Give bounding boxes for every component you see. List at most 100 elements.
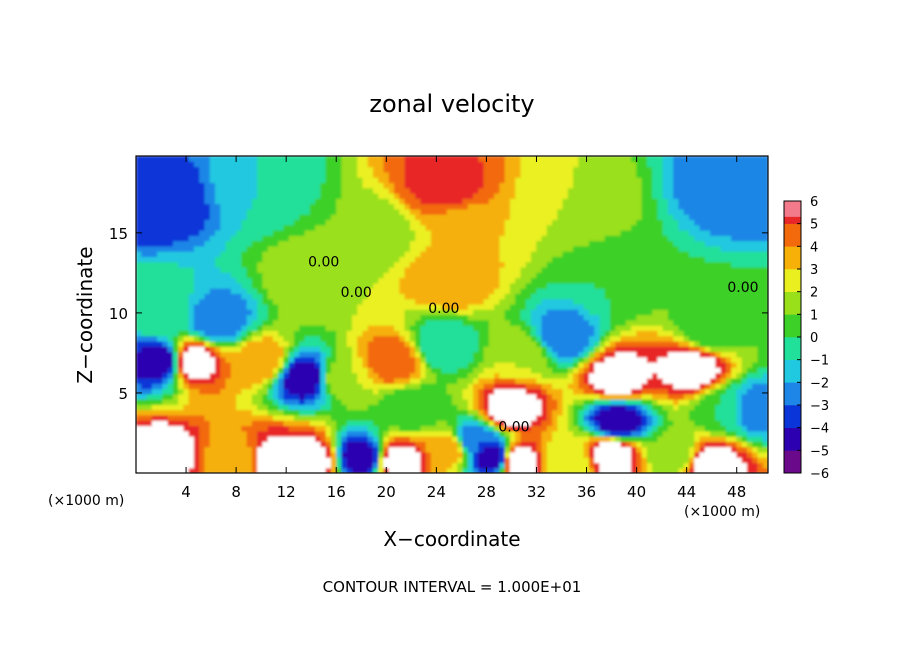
field-cell — [394, 293, 400, 300]
field-cell — [157, 330, 163, 337]
field-cell — [330, 335, 337, 342]
field-cell — [731, 303, 737, 310]
field-cell — [241, 346, 248, 353]
field-cell — [652, 266, 658, 273]
field-cell — [541, 266, 548, 273]
field-cell — [441, 430, 448, 437]
field-cell — [525, 388, 532, 395]
field-cell — [657, 288, 664, 294]
field-cell — [473, 335, 479, 342]
field-cell — [525, 467, 532, 473]
field-cell — [562, 457, 569, 464]
field-cell — [525, 314, 532, 321]
field-cell — [762, 293, 768, 300]
field-cell — [178, 303, 184, 310]
field-cell — [188, 446, 195, 453]
field-cell — [436, 346, 443, 353]
field-cell — [215, 288, 221, 294]
field-cell — [362, 441, 369, 448]
field-cell — [304, 462, 311, 469]
field-cell — [251, 367, 258, 374]
field-cell — [762, 383, 768, 390]
field-cell — [599, 414, 606, 421]
field-cell — [257, 282, 263, 289]
field-cell — [515, 430, 522, 437]
field-cell — [283, 436, 290, 442]
field-cell — [441, 436, 448, 442]
field-cell — [162, 282, 169, 289]
field-cell — [436, 314, 443, 321]
field-cell — [620, 277, 627, 284]
field-cell — [646, 377, 653, 384]
field-cell — [367, 293, 374, 300]
field-cell — [341, 451, 348, 458]
field-cell — [704, 388, 711, 395]
field-cell — [588, 393, 595, 400]
field-cell — [641, 351, 648, 358]
field-cell — [636, 319, 643, 326]
field-cell — [157, 451, 163, 458]
field-cell — [462, 399, 469, 405]
field-cell — [441, 383, 448, 390]
field-cell — [225, 356, 232, 363]
field-cell — [209, 303, 216, 310]
field-cell — [562, 282, 569, 289]
field-cell — [536, 319, 543, 326]
field-cell — [251, 251, 258, 257]
field-cell — [667, 409, 674, 416]
field-cell — [373, 414, 379, 421]
field-cell — [288, 457, 295, 464]
field-cell — [673, 425, 680, 432]
field-cell — [552, 340, 558, 347]
field-cell — [488, 372, 495, 379]
field-cell — [731, 457, 737, 464]
field-cell — [341, 446, 348, 453]
field-cell — [694, 399, 701, 405]
field-cell — [509, 404, 516, 411]
field-cell — [631, 446, 637, 453]
field-cell — [272, 362, 279, 368]
field-cell — [583, 414, 590, 421]
field-cell — [710, 309, 716, 316]
field-cell — [294, 457, 300, 464]
field-cell — [315, 288, 321, 294]
field-cell — [678, 319, 685, 326]
field-cell — [488, 309, 495, 316]
field-cell — [136, 377, 142, 384]
field-cell — [746, 282, 753, 289]
field-cell — [267, 335, 274, 342]
field-cell — [678, 467, 685, 473]
field-cell — [567, 446, 574, 453]
field-cell — [741, 319, 748, 326]
field-cell — [415, 388, 421, 395]
field-cell — [736, 351, 743, 358]
field-cell — [188, 399, 195, 405]
field-cell — [204, 399, 211, 405]
field-cell — [236, 340, 242, 347]
field-cell — [531, 467, 537, 473]
field-cell — [409, 436, 416, 442]
field-cell — [473, 414, 479, 421]
field-cell — [746, 325, 753, 331]
field-cell — [330, 282, 337, 289]
field-cell — [383, 404, 390, 411]
field-cell — [473, 298, 479, 305]
field-cell — [641, 356, 648, 363]
field-cell — [710, 288, 716, 294]
field-cell — [720, 256, 727, 263]
field-cell — [446, 399, 453, 405]
field-cell — [536, 388, 543, 395]
field-cell — [283, 261, 290, 268]
field-cell — [478, 451, 485, 458]
field-cell — [536, 346, 543, 353]
field-cell — [299, 261, 306, 268]
field-cell — [683, 335, 690, 342]
field-cell — [483, 293, 490, 300]
field-cell — [446, 314, 453, 321]
field-cell — [731, 325, 737, 331]
field-cell — [694, 409, 701, 416]
field-cell — [488, 414, 495, 421]
field-cell — [167, 288, 174, 294]
field-cell — [694, 356, 701, 363]
field-cell — [604, 272, 611, 279]
